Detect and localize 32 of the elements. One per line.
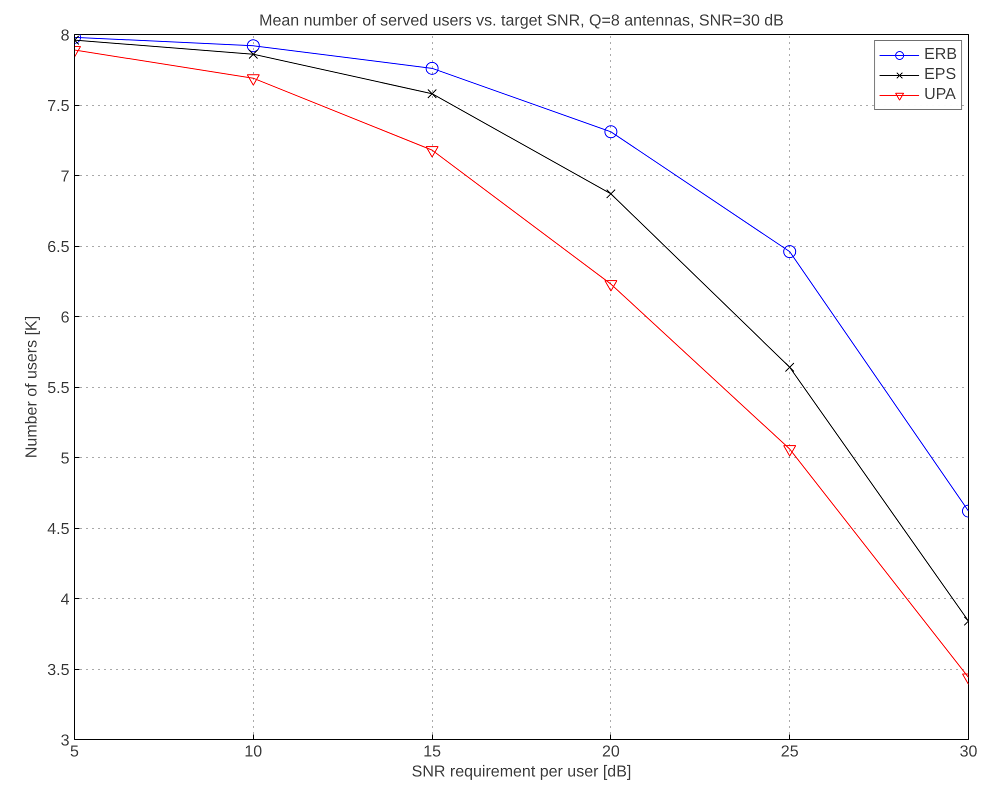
point [783,245,796,258]
y-tick-label: 6.5 [47,239,70,256]
y-tick-label: 8 [60,28,70,44]
y-tick-label: 7 [60,168,70,186]
point [246,39,260,52]
y-tick-label: 4.5 [47,521,70,538]
legend-label: ERB [924,46,957,64]
y-tick-label: 5 [60,450,70,468]
x-tick-label: 10 [244,744,262,760]
x-tick-label: 15 [423,744,442,760]
chart-title: Mean number of served users vs. target SNR, Q=8 antennas, SNR=30 dB [259,12,784,30]
x-tick-label: 25 [780,744,799,760]
point [604,280,618,292]
y-tick-label: 6 [60,310,70,326]
legend-label: UPA [924,86,956,104]
point [604,125,618,138]
point [606,189,616,199]
y-tick-label: 4 [60,592,70,608]
y-tick-label: 3 [60,732,70,750]
legend-label: EPS [924,66,956,84]
y-tick-label: 3.5 [47,662,70,679]
point [248,49,258,59]
point [783,445,796,456]
x-axis-title: SNR requirement per user [dB] [412,764,632,780]
y-tick-label: 5.5 [47,380,70,397]
point [427,88,437,98]
x-tick-label: 30 [960,744,978,760]
y-axis-title: Number of users [K] [23,316,40,458]
point [426,62,439,75]
y-tick-label: 7.5 [47,98,70,115]
x-tick-label: 20 [602,744,620,760]
point [784,362,794,372]
